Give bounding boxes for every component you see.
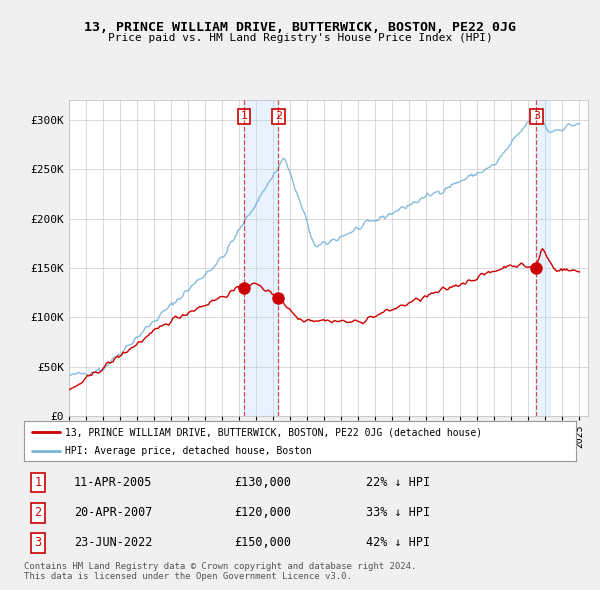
Text: 2: 2 <box>34 506 41 519</box>
Text: 3: 3 <box>34 536 41 549</box>
Text: £130,000: £130,000 <box>234 476 291 489</box>
Text: 20-APR-2007: 20-APR-2007 <box>74 506 152 519</box>
Text: 3: 3 <box>533 112 540 122</box>
Bar <box>536 100 550 416</box>
Text: This data is licensed under the Open Government Licence v3.0.: This data is licensed under the Open Gov… <box>24 572 352 581</box>
Text: Price paid vs. HM Land Registry's House Price Index (HPI): Price paid vs. HM Land Registry's House … <box>107 33 493 43</box>
Text: 1: 1 <box>241 112 247 122</box>
Text: 11-APR-2005: 11-APR-2005 <box>74 476 152 489</box>
Text: £120,000: £120,000 <box>234 506 291 519</box>
Text: 42% ↓ HPI: 42% ↓ HPI <box>366 536 430 549</box>
Text: 33% ↓ HPI: 33% ↓ HPI <box>366 506 430 519</box>
Text: £150,000: £150,000 <box>234 536 291 549</box>
Bar <box>244 100 278 416</box>
Text: 2: 2 <box>275 112 282 122</box>
Text: Contains HM Land Registry data © Crown copyright and database right 2024.: Contains HM Land Registry data © Crown c… <box>24 562 416 571</box>
Text: HPI: Average price, detached house, Boston: HPI: Average price, detached house, Bost… <box>65 445 312 455</box>
Text: 22% ↓ HPI: 22% ↓ HPI <box>366 476 430 489</box>
Text: 1: 1 <box>34 476 41 489</box>
Text: 23-JUN-2022: 23-JUN-2022 <box>74 536 152 549</box>
Text: 13, PRINCE WILLIAM DRIVE, BUTTERWICK, BOSTON, PE22 0JG (detached house): 13, PRINCE WILLIAM DRIVE, BUTTERWICK, BO… <box>65 427 482 437</box>
Text: 13, PRINCE WILLIAM DRIVE, BUTTERWICK, BOSTON, PE22 0JG: 13, PRINCE WILLIAM DRIVE, BUTTERWICK, BO… <box>84 21 516 34</box>
